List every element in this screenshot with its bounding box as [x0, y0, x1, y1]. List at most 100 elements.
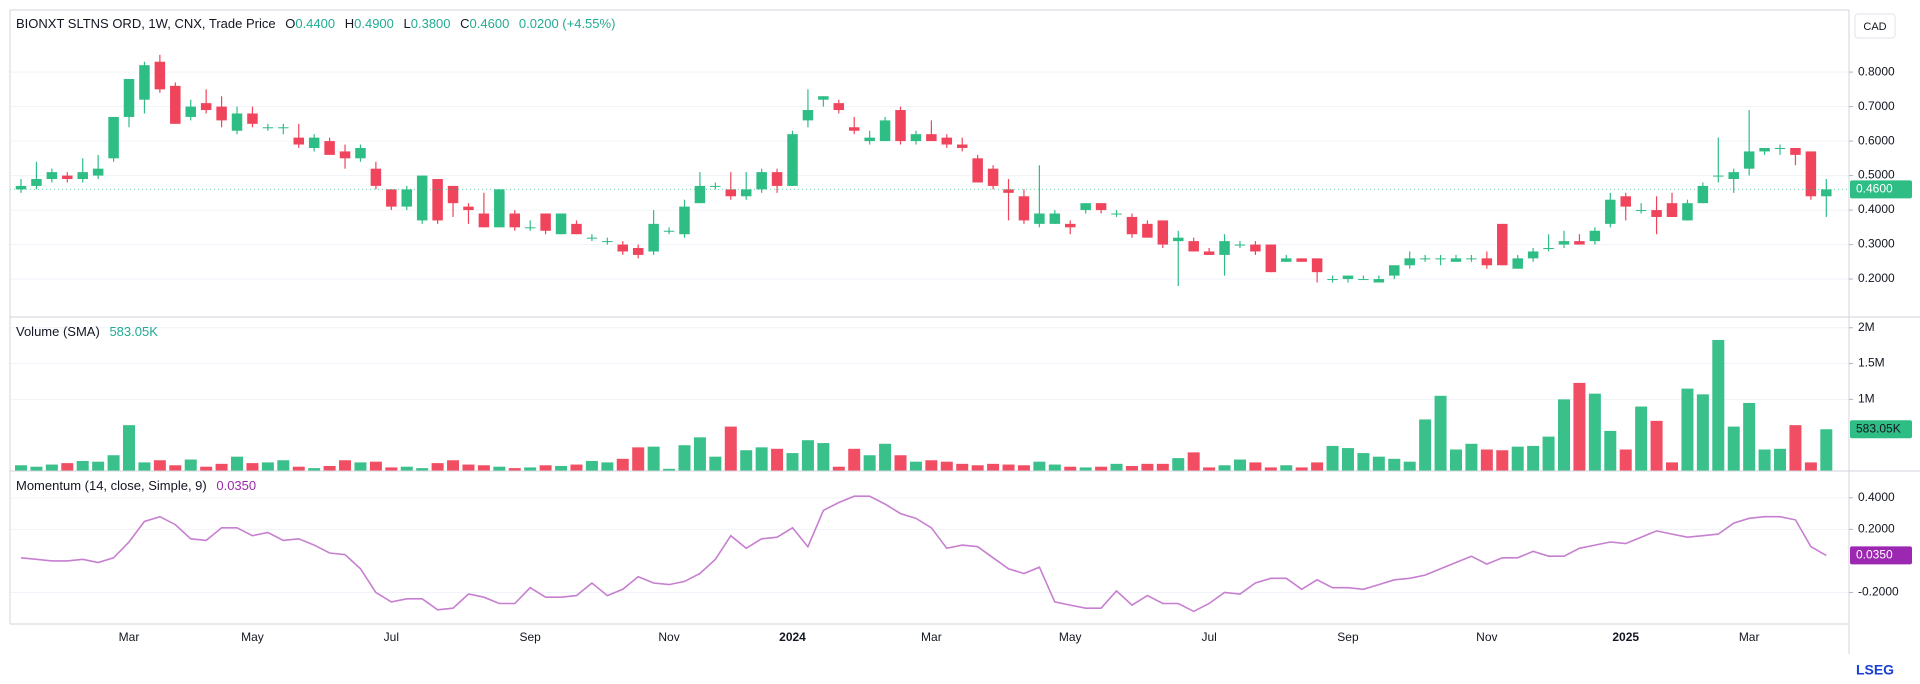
volume-bar: [1527, 445, 1540, 471]
volume-bar: [1681, 388, 1694, 471]
candle-body: [1527, 251, 1539, 259]
volume-bar: [400, 466, 413, 471]
candle-body: [262, 127, 274, 129]
volume-bar: [308, 468, 321, 471]
currency[interactable]: CAD: [1863, 21, 1886, 33]
volume-bar: [1496, 450, 1509, 471]
legend-value: 0.4600: [470, 16, 510, 31]
candle-body: [972, 158, 983, 183]
volume-value: 583.05K: [109, 324, 158, 339]
volume-bar: [1017, 465, 1030, 471]
volume-bar: [1264, 467, 1277, 471]
volume-bar: [1789, 425, 1802, 471]
volume-bar: [369, 461, 382, 471]
legend-key: O: [285, 16, 295, 31]
volume-bar: [354, 462, 367, 471]
y-tick-label: 0.4000: [1858, 490, 1895, 504]
volume-bar: [76, 460, 89, 471]
candle-body: [586, 237, 598, 239]
candle-body: [771, 172, 783, 186]
volume-bar: [1465, 443, 1478, 471]
volume-bar: [261, 462, 274, 471]
x-tick-label: Jul: [1201, 630, 1216, 644]
volume-bar: [555, 465, 568, 471]
candle-body: [1512, 258, 1523, 269]
candle-body: [1203, 251, 1215, 255]
legend-key: L: [404, 16, 411, 31]
volume-bar: [801, 440, 814, 471]
y-tick-label: 1.5M: [1858, 356, 1885, 370]
legend-key: H: [345, 16, 354, 31]
candle-body: [1049, 213, 1061, 224]
volume-bar: [616, 458, 629, 471]
volume-bar: [1619, 449, 1632, 471]
candle-body: [524, 227, 536, 229]
pane-title: Momentum (14, close, Simple, 9) 0.0350: [16, 478, 256, 493]
volume-bar: [123, 425, 136, 471]
candle-body: [1682, 203, 1693, 221]
candle-body: [1342, 275, 1354, 280]
candle-body: [46, 172, 58, 180]
candle-body: [77, 172, 88, 180]
volume-bar: [740, 450, 753, 471]
labels-layer: 0.8000 0.7000 0.6000 0.5000 0.4000 0.3000 0.20…: [119, 64, 1912, 644]
volume-bar: [1218, 465, 1231, 471]
candle-body: [92, 168, 104, 176]
volume-bar: [246, 463, 259, 471]
volume-bar: [1357, 453, 1370, 471]
candle-body: [1003, 189, 1014, 193]
candle-body: [1728, 172, 1739, 180]
volume-bar: [925, 460, 938, 471]
candle-body: [710, 185, 721, 187]
volume-bar: [1048, 464, 1061, 471]
symbol: BIONXT SLTNS ORD, 1W, CNX, Trade Price: [16, 16, 276, 31]
volume-bar: [508, 468, 521, 471]
last-value-label: 0.0350: [1856, 548, 1893, 562]
volume-bar: [15, 465, 27, 471]
candle-body: [15, 185, 27, 190]
volume-bar: [1233, 459, 1246, 471]
last-value-label: 0.4600: [1856, 182, 1893, 196]
candle-body: [1250, 244, 1261, 252]
y-tick-label: 0.3000: [1858, 237, 1895, 251]
x-tick-label: Mar: [921, 630, 942, 644]
volume-bar: [153, 460, 166, 471]
volume-bar: [1650, 420, 1663, 471]
legend-value: 0.4900: [354, 16, 394, 31]
volume-bar: [724, 426, 737, 471]
candle-body: [1219, 241, 1230, 255]
volume-bar: [1203, 467, 1216, 471]
candle-body: [540, 213, 551, 231]
volume-bar: [1079, 467, 1092, 471]
candle-body: [355, 147, 366, 159]
candle-body: [956, 144, 968, 148]
candle-body: [694, 185, 706, 204]
candle-body: [509, 213, 521, 228]
candle-body: [833, 103, 845, 111]
candle-body: [802, 110, 814, 121]
volume-bar: [200, 466, 213, 471]
candle-body: [1404, 258, 1415, 266]
volume-bar: [1480, 449, 1493, 471]
volume-bar: [1372, 456, 1385, 471]
volume-bar: [385, 467, 398, 471]
volume-bar: [1110, 463, 1123, 471]
candle-body: [1651, 210, 1662, 217]
volume-bar: [524, 467, 537, 471]
volume-bar: [663, 468, 676, 471]
candle-body: [200, 103, 212, 111]
candle-body: [648, 223, 659, 252]
volume-bar: [61, 463, 74, 471]
candle-body: [1713, 175, 1724, 177]
candle-body: [494, 189, 505, 228]
pane-title: Volume (SMA) 583.05K: [16, 324, 158, 339]
candle-body: [1281, 258, 1292, 262]
volume-bar: [971, 465, 984, 471]
logo[interactable]: LSEG: [1856, 662, 1894, 678]
volume-bar: [585, 460, 598, 471]
volume-bar: [755, 447, 768, 471]
volume-bar: [138, 462, 151, 471]
candle-body: [1435, 258, 1446, 260]
change: 0.0200 (+4.55%): [519, 16, 615, 31]
currency-box[interactable]: [1854, 13, 1896, 39]
